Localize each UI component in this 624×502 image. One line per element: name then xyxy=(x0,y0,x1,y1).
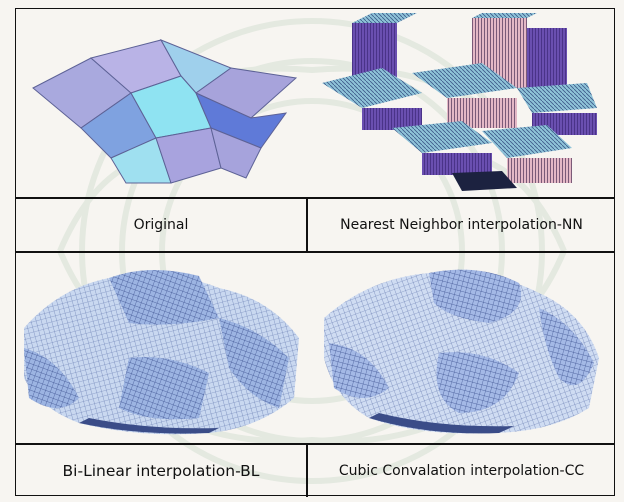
nearest-neighbor-surface-cell xyxy=(307,9,616,197)
divider-vertical-top xyxy=(306,197,308,251)
cubic-surface-cell xyxy=(307,253,616,443)
original-surface-image xyxy=(32,39,298,184)
caption-nearest-neighbor: Nearest Neighbor interpolation-NN xyxy=(340,217,583,233)
caption-cubic: Cubic Convalation interpolation-CC xyxy=(338,463,585,479)
original-surface-cell xyxy=(16,9,306,197)
divider-row-1 xyxy=(16,197,614,199)
cubic-surface-image xyxy=(324,269,599,434)
figure-table: Original Nearest Neighbor interpolation-… xyxy=(15,8,616,497)
nearest-neighbor-surface-image xyxy=(321,13,597,191)
bilinear-surface-cell xyxy=(16,253,306,443)
caption-original: Original xyxy=(133,217,189,233)
divider-row-3 xyxy=(16,443,614,445)
caption-cubic-cell: Cubic Convalation interpolation-CC xyxy=(307,445,616,497)
divider-row-2 xyxy=(16,251,614,253)
bilinear-surface-image xyxy=(23,269,299,435)
caption-bilinear-cell: Bi-Linear interpolation-BL xyxy=(16,445,306,497)
divider-vertical-bottom xyxy=(306,443,308,497)
caption-original-cell: Original xyxy=(16,199,306,251)
caption-nearest-cell: Nearest Neighbor interpolation-NN xyxy=(307,199,616,251)
caption-bilinear: Bi-Linear interpolation-BL xyxy=(62,462,260,480)
